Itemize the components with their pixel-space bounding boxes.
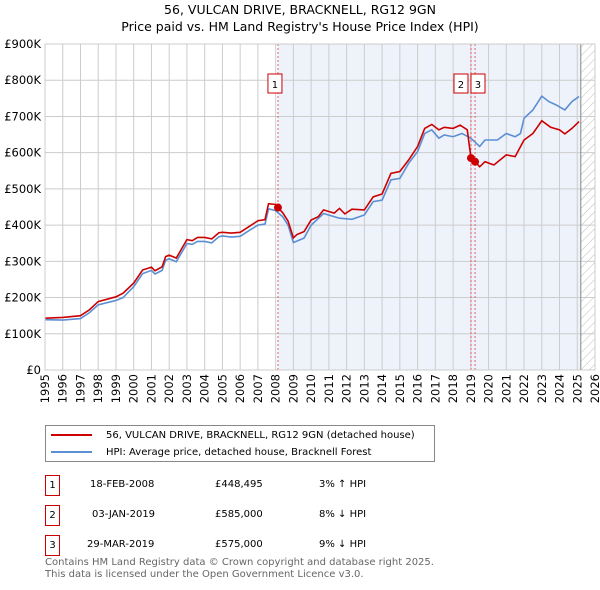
footer: Contains HM Land Registry data © Crown c… xyxy=(45,557,434,581)
x-tick-label: 2013 xyxy=(357,374,371,403)
x-tick-label: 2003 xyxy=(180,374,194,403)
transaction-number: 3 xyxy=(45,535,60,556)
transaction-row: 2 03-JAN-2019 £585,000 8% ↓ HPI xyxy=(45,505,465,527)
footer-licence: This data is licensed under the Open Gov… xyxy=(45,569,364,580)
annotation-box xyxy=(470,73,486,94)
x-tick-label: 2001 xyxy=(144,374,158,403)
footer-copyright: Contains HM Land Registry data © Crown c… xyxy=(45,557,434,568)
legend-item-hpi: HPI: Average price, detached house, Brac… xyxy=(46,444,371,460)
forecast-hatch xyxy=(580,44,595,370)
x-tick-label: 2019 xyxy=(464,374,478,403)
x-tick-label: 2000 xyxy=(127,374,141,403)
transaction-row: 3 29-MAR-2019 £575,000 9% ↓ HPI xyxy=(45,535,465,557)
x-tick-label: 2005 xyxy=(215,374,229,403)
annotation-label: 2 xyxy=(458,80,464,91)
x-tick-label: 1996 xyxy=(56,374,70,403)
x-tick-label: 2002 xyxy=(162,374,176,403)
x-tick-label: 2006 xyxy=(233,374,247,403)
transaction-row: 1 18-FEB-2008 £448,495 3% ↑ HPI xyxy=(45,475,465,497)
x-tick-label: 2007 xyxy=(251,374,265,403)
x-tick-label: 2017 xyxy=(428,374,442,403)
y-tick-label: £800K xyxy=(4,73,41,87)
x-tick-label: 2021 xyxy=(499,374,513,403)
transaction-number: 2 xyxy=(45,505,60,526)
shaded-period xyxy=(277,44,581,370)
price-paid-line xyxy=(44,119,580,320)
x-tick-label: 1999 xyxy=(109,374,123,403)
annotation-label: 1 xyxy=(272,80,278,91)
legend-hpi-line xyxy=(51,451,92,453)
x-tick-label: 1995 xyxy=(38,374,52,403)
x-tick-label: 2022 xyxy=(517,374,531,403)
y-tick-label: £200K xyxy=(4,291,41,305)
chart-subtitle: Price paid vs. HM Land Registry's House … xyxy=(121,19,479,34)
transaction-date: 03-JAN-2019 xyxy=(92,509,156,520)
y-tick-label: £400K xyxy=(4,218,41,232)
annotation-label: 3 xyxy=(475,80,481,91)
y-tick-label: £0 xyxy=(26,363,41,377)
transaction-date: 29-MAR-2019 xyxy=(87,539,155,550)
x-tick-label: 2024 xyxy=(553,374,567,403)
legend-label: HPI: Average price, detached house, Brac… xyxy=(106,446,372,458)
legend-item-price: 56, VULCAN DRIVE, BRACKNELL, RG12 9GN (d… xyxy=(46,427,415,443)
x-tick-label: 2020 xyxy=(482,374,496,403)
x-tick-label: 2015 xyxy=(393,374,407,403)
hpi-line xyxy=(44,94,580,321)
x-tick-label: 2008 xyxy=(269,374,283,403)
annotation-box xyxy=(453,73,469,94)
x-tick-label: 2014 xyxy=(375,374,389,403)
transaction-price: £448,495 xyxy=(215,479,263,490)
legend-label: 56, VULCAN DRIVE, BRACKNELL, RG12 9GN (d… xyxy=(106,429,415,441)
x-tick-label: 2009 xyxy=(286,374,300,403)
y-tick-label: £100K xyxy=(4,327,41,341)
x-tick-label: 2026 xyxy=(588,374,600,403)
x-tick-label: 2012 xyxy=(340,374,354,403)
legend-price-line xyxy=(51,434,92,436)
y-tick-label: £900K xyxy=(4,37,41,51)
transaction-number: 1 xyxy=(45,475,60,496)
annotation-box xyxy=(267,73,283,94)
x-tick-label: 2016 xyxy=(411,374,425,403)
transaction-hpi: 3% ↑ HPI xyxy=(319,479,367,490)
sale-point xyxy=(471,157,480,166)
y-tick-label: £700K xyxy=(4,109,41,123)
y-tick-label: £300K xyxy=(4,254,41,268)
plot-border xyxy=(44,43,596,371)
x-tick-label: 1998 xyxy=(91,374,105,403)
x-tick-label: 2023 xyxy=(535,374,549,403)
x-tick-label: 2004 xyxy=(198,374,212,403)
transaction-price: £585,000 xyxy=(215,509,263,520)
legend: 56, VULCAN DRIVE, BRACKNELL, RG12 9GN (d… xyxy=(45,425,435,462)
y-tick-label: £500K xyxy=(4,182,41,196)
transaction-date: 18-FEB-2008 xyxy=(90,479,155,490)
chart-title: 56, VULCAN DRIVE, BRACKNELL, RG12 9GN xyxy=(164,2,436,17)
price-chart: 1995 1996 1997 1998 1999 2000 2001 2002 2003 2004… xyxy=(4,37,600,403)
x-tick-label: 2011 xyxy=(322,374,336,403)
sale-point xyxy=(273,203,282,212)
x-tick-label: 2010 xyxy=(304,374,318,403)
transaction-price: £575,000 xyxy=(215,539,263,550)
x-tick-label: 2025 xyxy=(570,374,584,403)
y-tick-label: £600K xyxy=(4,146,41,160)
transaction-hpi: 9% ↓ HPI xyxy=(319,539,367,550)
transaction-hpi: 8% ↓ HPI xyxy=(319,509,367,520)
x-tick-label: 1997 xyxy=(73,374,87,403)
x-tick-label: 2018 xyxy=(446,374,460,403)
